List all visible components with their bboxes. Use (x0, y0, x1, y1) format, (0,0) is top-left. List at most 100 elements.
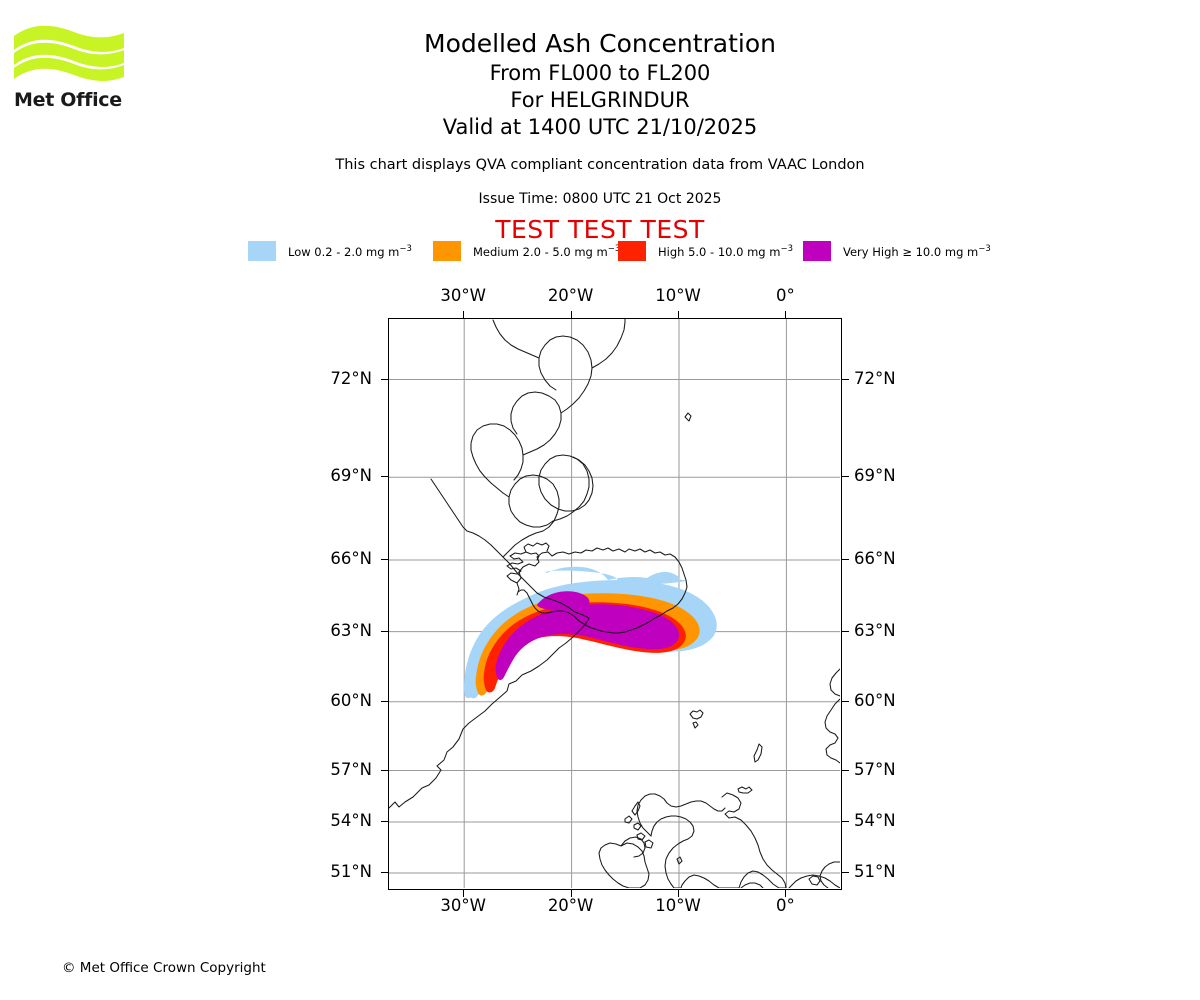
coast-hebrides-3 (633, 822, 642, 831)
lon-label-10°W: 10°W (655, 896, 701, 915)
lat-tick (842, 872, 849, 873)
lon-label-30°W: 30°W (440, 286, 486, 305)
lat-tick (381, 378, 388, 380)
coast-greenland-fjord-1 (430, 478, 492, 546)
coast-great-britain (650, 792, 787, 888)
lon-tick (570, 890, 572, 897)
lat-label-right-60°N: 60°N (854, 690, 896, 710)
lat-tick (381, 630, 388, 632)
lon-label-0°: 0° (776, 286, 795, 305)
lat-label-left-51°N: 51°N (330, 862, 372, 881)
lat-tick (842, 476, 849, 478)
lon-label-30°W: 30°W (440, 896, 486, 915)
legend-item-0: Low 0.2 - 2.0 mg m−3 (248, 240, 412, 262)
lat-label-left-66°N: 66°N (330, 549, 372, 568)
lat-label-right-57°N: 57°N (854, 759, 896, 779)
plume-core-patch (537, 591, 590, 613)
lat-tick (842, 821, 849, 822)
lat-tick (381, 559, 388, 560)
lat-label-left-57°N: 57°N (330, 759, 372, 779)
lon-label-10°W: 10°W (655, 286, 701, 305)
coast-scotland-west (636, 793, 726, 837)
coast-mull (644, 839, 654, 849)
lat-tick (842, 378, 849, 380)
chart-subtitle: This chart displays QVA compliant concen… (335, 157, 865, 173)
lat-tick (381, 700, 388, 702)
copyright-notice: © Met Office Crown Copyright (62, 960, 266, 976)
coast-ireland (598, 842, 650, 888)
coast-greenland-inland-1 (502, 474, 560, 558)
coast-norway-2 (829, 668, 840, 697)
map-canvas (389, 319, 840, 888)
legend-label-0: Low 0.2 - 2.0 mg m−3 (288, 243, 412, 259)
title-line-4: Valid at 1400 UTC 21/10/2025 (442, 115, 758, 139)
coast-brittany (740, 882, 764, 888)
lon-tick (678, 890, 679, 897)
coast-greenland-north-2 (470, 423, 524, 498)
coast-denmark (819, 861, 840, 888)
met-office-logo: Met Office (12, 22, 132, 112)
lat-label-right-72°N: 72°N (854, 368, 896, 388)
coast-greenland-fjord-2 (492, 319, 540, 359)
legend-item-2: High 5.0 - 10.0 mg m−3 (618, 240, 793, 262)
lat-label-left-72°N: 72°N (330, 368, 372, 388)
ash-plume-contours (464, 566, 717, 699)
coast-faroe (689, 709, 704, 720)
title-line-1: Modelled Ash Concentration (424, 29, 776, 58)
coast-greenland (389, 544, 590, 809)
lat-label-left-54°N: 54°N (330, 811, 372, 830)
logo-waves-icon (14, 25, 124, 81)
legend-label-3: Very High ≥ 10.0 mg m−3 (843, 243, 991, 259)
lat-tick (842, 630, 849, 632)
ash-concentration-map[interactable] (388, 318, 842, 890)
lon-tick (463, 890, 465, 897)
lat-tick (842, 769, 849, 771)
coast-hebrides-4 (636, 832, 646, 841)
test-banner: TEST TEST TEST (495, 215, 705, 244)
title-line-3: For HELGRINDUR (510, 88, 690, 112)
logo-wordmark: Met Office (14, 89, 122, 111)
lat-label-left-69°N: 69°N (330, 466, 372, 486)
legend-item-3: Very High ≥ 10.0 mg m−3 (803, 240, 991, 262)
lat-label-right-69°N: 69°N (854, 466, 896, 486)
lon-tick (570, 311, 572, 318)
coast-jan-mayen (684, 412, 692, 422)
coast-greenland-north-4 (538, 335, 593, 414)
lat-label-right-63°N: 63°N (854, 620, 896, 640)
lat-tick (381, 769, 388, 771)
lat-label-right-66°N: 66°N (854, 549, 896, 568)
coast-isle-of-man (676, 856, 683, 865)
coast-iceland-westfjords (506, 551, 540, 584)
lat-label-left-60°N: 60°N (330, 690, 372, 710)
lon-tick (785, 311, 787, 318)
legend-label-2: High 5.0 - 10.0 mg m−3 (658, 243, 793, 259)
coast-greenland-north-1 (557, 456, 594, 512)
lon-tick (678, 311, 679, 318)
lat-tick (842, 700, 849, 702)
legend-item-1: Medium 2.0 - 5.0 mg m−3 (433, 240, 620, 262)
lon-label-0°: 0° (776, 896, 795, 915)
coastlines (389, 319, 840, 888)
coast-northern-ireland (620, 836, 646, 858)
legend-swatch-3 (803, 241, 831, 261)
lon-tick (463, 311, 465, 318)
coast-denmark-2 (808, 875, 821, 886)
lon-label-20°W: 20°W (547, 286, 594, 305)
coast-iceland (516, 547, 688, 634)
lat-label-right-51°N: 51°N (854, 862, 896, 881)
coast-greenland-north-3 (510, 391, 562, 456)
lat-tick (381, 872, 388, 873)
concentration-legend: Low 0.2 - 2.0 mg m−3 Medium 2.0 - 5.0 mg … (248, 240, 991, 262)
coast-shetland (753, 743, 763, 763)
lat-label-left-63°N: 63°N (330, 620, 372, 640)
coast-norway (824, 698, 840, 764)
legend-label-1: Medium 2.0 - 5.0 mg m−3 (473, 243, 621, 259)
coast-greenland-ne (591, 319, 626, 369)
lat-label-right-54°N: 54°N (854, 811, 896, 830)
lat-tick (842, 559, 849, 560)
legend-swatch-2 (618, 241, 646, 261)
issue-time: Issue Time: 0800 UTC 21 Oct 2025 (478, 191, 722, 207)
lat-tick (381, 476, 388, 478)
title-line-2: From FL000 to FL200 (489, 61, 711, 85)
coast-faroe-2 (692, 721, 699, 729)
